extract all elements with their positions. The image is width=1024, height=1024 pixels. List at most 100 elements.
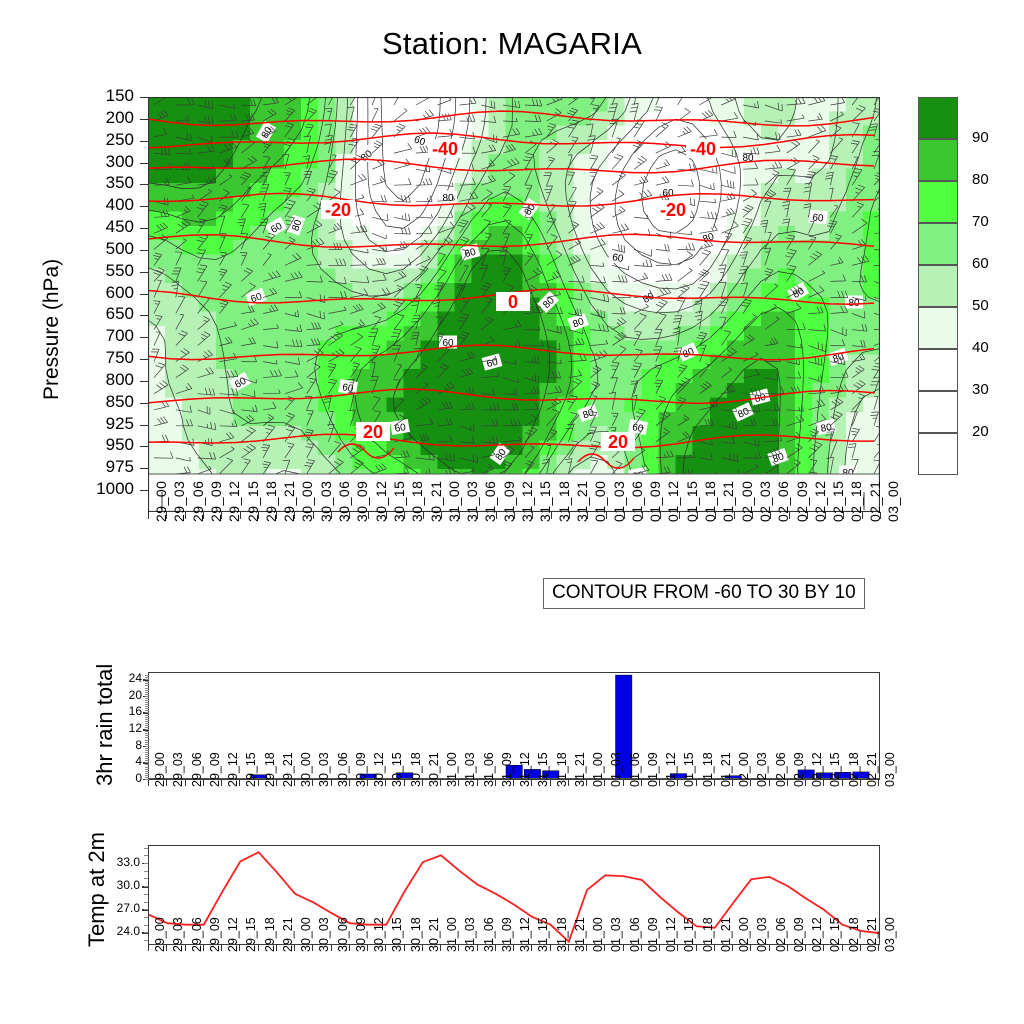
temp-minor-tick [144, 870, 148, 872]
time-tick-mark [312, 512, 314, 519]
temp-minor-tick [144, 855, 148, 857]
svg-text:80: 80 [641, 291, 657, 306]
rain-time-tick: 31_15 [536, 752, 551, 787]
rain-time-tick: 30_00 [299, 752, 313, 787]
temp-time-tick-mark [494, 945, 496, 951]
rain-minor-tick [145, 733, 149, 735]
rain-time-tick: 29_18 [262, 752, 277, 787]
rain-time-tick: 02_00 [737, 752, 751, 787]
rain-time-tick-mark [367, 780, 368, 786]
rain-time-tick: 31_06 [481, 752, 496, 787]
pressure-tick-mark [140, 424, 148, 426]
time-tick-mark [660, 512, 662, 519]
rain-time-tick-mark [348, 780, 350, 786]
temp-time-tick: 29_03 [171, 917, 186, 952]
temp-time-tick-mark [421, 945, 423, 951]
page-title: Station: MAGARIA [382, 26, 642, 61]
svg-text:60: 60 [341, 382, 354, 395]
temp-time-tick-mark [148, 945, 149, 951]
rain-time-tick-mark [513, 780, 514, 786]
temp-time-tick-mark [531, 945, 533, 951]
svg-text:80: 80 [442, 193, 454, 204]
rain-minor-tick [145, 679, 149, 681]
pressure-tick-mark [140, 140, 148, 142]
time-tick-mark [477, 512, 479, 519]
temp-time-tick-mark [567, 945, 569, 951]
pressure-tick: 925 [105, 413, 134, 433]
rain-minor-tick [145, 681, 149, 683]
svg-text:0: 0 [508, 292, 518, 312]
rain-time-tick: 02_09 [791, 752, 806, 787]
time-tick-mark [861, 512, 863, 519]
time-tick-mark [550, 512, 552, 519]
rain-minor-tick [145, 779, 149, 780]
temp-tick: 33.0 [116, 854, 140, 869]
rain-time-tick-mark [421, 780, 423, 786]
pressure-tick: 600 [105, 282, 134, 302]
time-tick-mark [239, 512, 241, 519]
rain-time-tick-mark [823, 780, 825, 786]
svg-text:60: 60 [662, 188, 674, 199]
temp-time-tick: 02_15 [828, 917, 843, 952]
time-tick-mark [422, 512, 424, 519]
rain-minor-tick [145, 718, 149, 720]
colorbar-tick-label: 70 [972, 213, 989, 230]
svg-text:20: 20 [363, 422, 383, 442]
svg-text:60: 60 [412, 134, 427, 148]
pressure-tick-mark [140, 206, 148, 208]
rain-time-tick-mark [458, 780, 460, 786]
rain-time-tick-mark [713, 780, 715, 786]
temp-time-tick: 01_12 [664, 917, 678, 952]
rain-time-tick: 31_21 [572, 752, 587, 787]
rain-minor-tick [145, 706, 149, 708]
rain-time-tick-mark [202, 780, 204, 786]
temp-time-tick-mark [786, 945, 788, 951]
colorbar-tick-label: 80 [972, 171, 989, 188]
rain-minor-tick [145, 758, 149, 760]
pressure-tick-mark [140, 118, 148, 120]
rain-minor-tick [145, 727, 149, 729]
colorbar-tick-label: 60 [972, 255, 989, 272]
svg-text:60: 60 [611, 252, 624, 265]
rain-time-tick-mark [878, 780, 879, 786]
temp-time-tick: 31_06 [481, 917, 496, 952]
colorbar-band [918, 139, 958, 181]
rain-time-tick-mark [275, 780, 277, 786]
rain-minor-tick [145, 675, 149, 677]
temp-time-tick-mark [312, 945, 314, 951]
rain-time-tick-mark [148, 780, 149, 786]
rain-time-tick-mark [732, 780, 733, 786]
temp-time-tick-mark [385, 945, 387, 951]
rain-minor-tick [145, 693, 149, 695]
rain-time-tick: 30_18 [408, 752, 423, 787]
time-tick-mark [184, 512, 186, 519]
time-tick-mark [532, 512, 534, 519]
temp-time-tick-mark [549, 945, 551, 951]
rain-time-tick: 30_03 [317, 752, 332, 787]
pressure-tick-mark [140, 271, 148, 273]
temp-time-tick-mark [768, 945, 770, 951]
temp-time-tick: 31_21 [572, 917, 587, 952]
temp-time-tick: 29_15 [244, 917, 259, 952]
temp-time-tick-mark [367, 945, 368, 951]
temp-time-tick: 01_09 [645, 917, 660, 952]
temp-time-tick-mark [184, 945, 186, 951]
pressure-tick-mark [140, 337, 148, 339]
pressure-tick-mark [140, 97, 148, 98]
temp-tick: 24.0 [116, 924, 140, 939]
svg-text:80: 80 [701, 231, 716, 245]
rain-minor-tick [145, 776, 149, 778]
temp-time-tick-mark [458, 945, 460, 951]
rain-time-tick: 30_21 [426, 752, 441, 787]
temp-time-tick: 01_03 [609, 917, 624, 952]
temp-axis-label: Temp at 2m [84, 832, 109, 947]
temp-time-tick: 29_00 [153, 917, 167, 952]
temp-time-tick: 01_21 [718, 917, 733, 952]
pressure-tick-mark [140, 380, 148, 382]
colorbar-tick-label: 30 [972, 381, 989, 398]
rain-minor-tick [145, 762, 149, 764]
rain-minor-tick [145, 739, 149, 741]
svg-text:80: 80 [736, 406, 751, 421]
rain-time-tick: 03_00 [883, 752, 897, 787]
